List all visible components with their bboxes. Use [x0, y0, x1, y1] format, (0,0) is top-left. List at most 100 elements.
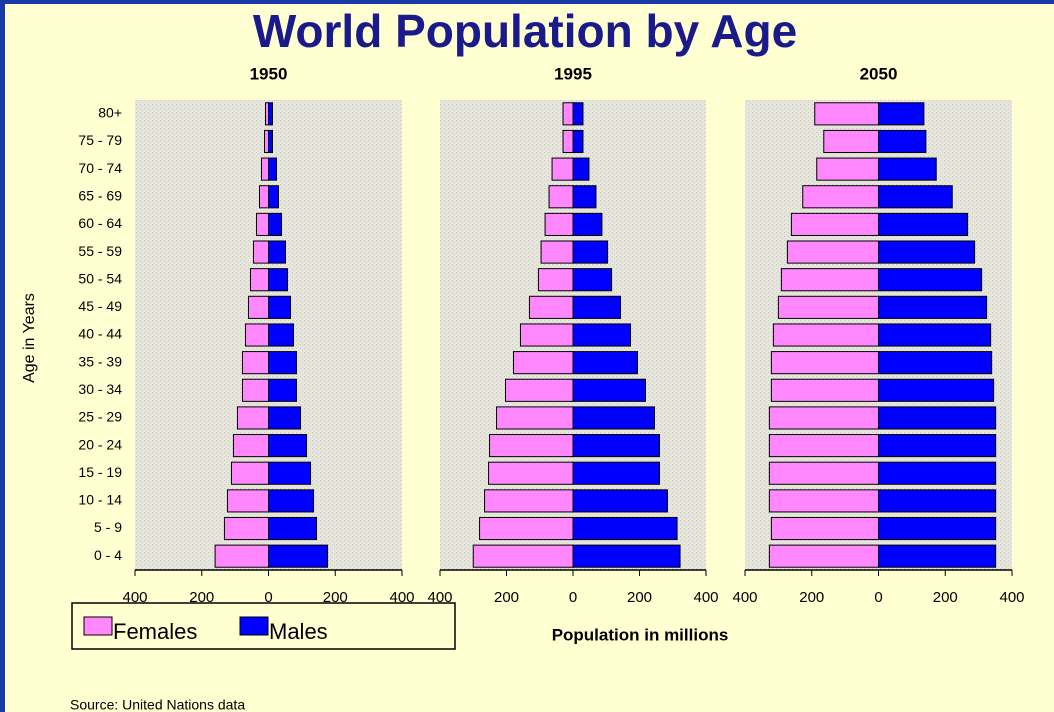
y-axis-label: Age in Years — [21, 293, 38, 383]
x-tick-label: 200 — [189, 589, 214, 606]
bar — [878, 489, 997, 513]
bar — [770, 378, 880, 402]
bar — [878, 185, 953, 209]
bar — [479, 516, 574, 541]
bar — [770, 351, 880, 375]
bar — [241, 378, 269, 402]
bar — [802, 185, 880, 209]
bar — [572, 378, 646, 402]
bar — [878, 240, 976, 264]
bar — [472, 544, 574, 568]
bar — [537, 268, 574, 292]
bar — [223, 516, 270, 541]
bar — [878, 268, 983, 292]
bar — [572, 102, 584, 126]
bar — [768, 489, 880, 513]
bar — [268, 157, 278, 181]
bar — [768, 406, 880, 430]
bar — [878, 378, 995, 402]
panel-title: 2050 — [860, 64, 898, 83]
legend-box — [71, 602, 456, 650]
bar — [878, 157, 937, 181]
x-tick-label: 400 — [122, 589, 147, 606]
bar — [572, 323, 632, 347]
bar — [268, 461, 312, 485]
bar — [488, 461, 574, 485]
bar — [823, 129, 880, 154]
category-label: 40 - 44 — [78, 326, 122, 342]
category-label: 75 - 79 — [78, 132, 122, 148]
category-label: 70 - 74 — [78, 160, 122, 176]
bar — [878, 323, 992, 347]
source: Source: United Nations data — [70, 697, 245, 712]
bar — [544, 212, 574, 236]
bar — [768, 434, 880, 458]
bar — [260, 157, 269, 181]
category-label: 25 - 29 — [78, 409, 122, 425]
category-label: 20 - 24 — [78, 436, 122, 452]
bar — [572, 129, 584, 154]
x-tick-label: 200 — [799, 589, 824, 606]
legend-swatch — [83, 616, 113, 636]
bar — [247, 295, 270, 319]
bar — [268, 212, 283, 236]
bar — [878, 102, 925, 126]
bar — [772, 323, 880, 347]
bar — [562, 102, 574, 126]
bar — [572, 240, 609, 264]
bar — [496, 406, 574, 430]
frame-top — [0, 0, 1054, 4]
bar — [572, 434, 660, 458]
x-tick-label: 400 — [389, 589, 414, 606]
bar — [268, 544, 329, 568]
bar — [572, 157, 590, 181]
bar — [249, 268, 269, 292]
bar — [551, 157, 574, 181]
bar — [878, 129, 927, 154]
bar — [878, 434, 997, 458]
bar — [263, 129, 269, 154]
x-tick-label: 400 — [999, 589, 1024, 606]
bar — [230, 461, 269, 485]
bar — [484, 489, 574, 513]
bar — [562, 129, 574, 154]
category-label: 60 - 64 — [78, 215, 122, 231]
bar — [214, 544, 270, 568]
bar — [572, 544, 681, 568]
bar — [548, 185, 574, 209]
category-label: 10 - 14 — [78, 492, 122, 508]
x-tick-label: 200 — [323, 589, 348, 606]
bar — [768, 544, 880, 568]
frame-left — [0, 0, 5, 712]
x-tick-label: 200 — [627, 589, 652, 606]
bar — [790, 212, 879, 236]
bar — [777, 295, 879, 319]
bar — [268, 434, 308, 458]
x-tick-label: 400 — [427, 589, 452, 606]
bar — [572, 212, 603, 236]
x-tick-label: 200 — [494, 589, 519, 606]
bar — [572, 351, 639, 375]
bar — [878, 212, 969, 236]
category-label: 65 - 69 — [78, 187, 122, 203]
bar — [572, 461, 660, 485]
x-axis-label: Population in millions — [552, 625, 729, 644]
bar — [512, 351, 574, 375]
bar — [489, 434, 574, 458]
bar — [241, 351, 269, 375]
bar — [268, 268, 289, 292]
bar — [572, 295, 622, 319]
bar — [878, 544, 997, 568]
bar — [770, 516, 880, 541]
bar — [268, 102, 274, 126]
category-label: 0 - 4 — [94, 547, 122, 563]
bar — [878, 461, 997, 485]
category-label: 15 - 19 — [78, 464, 122, 480]
bar — [255, 212, 269, 236]
category-label: 50 - 54 — [78, 270, 122, 286]
bar — [268, 240, 287, 264]
x-tick-label: 200 — [933, 589, 958, 606]
bar — [878, 516, 997, 541]
bar — [572, 406, 655, 430]
